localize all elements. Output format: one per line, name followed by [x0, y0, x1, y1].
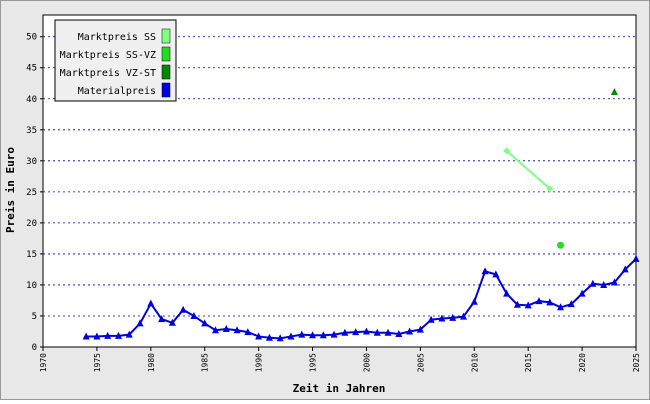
y-tick-label: 15 — [26, 250, 37, 260]
point — [104, 331, 112, 339]
y-tick-label: 5 — [32, 312, 37, 322]
legend-swatch — [161, 46, 171, 62]
legend-swatch — [161, 64, 171, 80]
point — [287, 332, 295, 340]
point — [158, 315, 166, 323]
point — [610, 87, 618, 95]
point — [557, 241, 565, 249]
point — [201, 319, 209, 327]
y-tick-label: 35 — [26, 126, 37, 136]
y-axis-label: Preis in Euro — [4, 147, 17, 233]
point — [600, 280, 608, 288]
point — [513, 300, 521, 308]
point — [125, 330, 133, 338]
point — [557, 303, 565, 311]
point — [481, 267, 489, 275]
x-tick-label: 1980 — [147, 353, 156, 372]
point — [578, 289, 586, 297]
point — [416, 325, 424, 333]
point — [319, 331, 327, 339]
point — [309, 331, 317, 339]
x-tick-label: 1975 — [93, 353, 102, 372]
point — [589, 279, 597, 287]
x-tick-label: 1995 — [309, 353, 318, 372]
point — [265, 333, 273, 341]
y-tick-label: 50 — [26, 33, 37, 43]
point — [233, 326, 241, 334]
point — [276, 334, 284, 342]
point — [567, 300, 575, 308]
point — [244, 328, 252, 336]
y-tick-label: 45 — [26, 64, 37, 74]
point — [190, 311, 198, 319]
point — [406, 327, 414, 335]
x-tick-label: 2020 — [578, 353, 587, 372]
point — [341, 328, 349, 336]
point — [93, 332, 101, 340]
point — [438, 314, 446, 322]
point — [330, 330, 338, 338]
point — [362, 327, 370, 335]
legend-swatch — [161, 28, 171, 44]
x-axis-label: Zeit in Jahren — [293, 382, 386, 395]
point — [298, 330, 306, 338]
x-tick-label: 1990 — [255, 353, 264, 372]
point — [470, 297, 478, 305]
point — [373, 328, 381, 336]
x-tick-label: 2010 — [470, 353, 479, 372]
x-tick-label: 2025 — [632, 353, 641, 372]
legend-label: Marktpreis SS — [78, 32, 156, 43]
point — [352, 328, 360, 336]
point — [179, 305, 187, 313]
x-tick-label: 1970 — [39, 353, 48, 372]
point — [395, 329, 403, 337]
legend-label: Materialpreis — [78, 86, 156, 97]
legend-label: Marktpreis SS-VZ — [60, 50, 156, 61]
point — [255, 332, 263, 340]
point — [168, 318, 176, 326]
y-tick-label: 10 — [26, 281, 37, 291]
y-tick-label: 25 — [26, 188, 37, 198]
x-tick-label: 1985 — [201, 353, 210, 372]
point — [82, 332, 90, 340]
point — [503, 289, 511, 297]
series-line — [505, 150, 551, 190]
x-tick-label: 2000 — [362, 353, 371, 372]
point — [492, 270, 500, 278]
point — [535, 297, 543, 305]
legend-label: Marktpreis VZ-ST — [60, 68, 156, 79]
point — [212, 326, 220, 334]
point — [136, 319, 144, 327]
point — [222, 325, 230, 333]
point — [384, 328, 392, 336]
x-tick-label: 2015 — [524, 353, 533, 372]
point — [427, 315, 435, 323]
y-tick-label: 40 — [26, 95, 37, 105]
series-line — [86, 258, 637, 340]
point — [546, 298, 554, 306]
point — [114, 331, 122, 339]
point — [632, 254, 640, 262]
legend-swatch — [161, 82, 171, 98]
point — [524, 301, 532, 309]
y-tick-label: 30 — [26, 157, 37, 167]
y-tick-label: 20 — [26, 219, 37, 229]
point — [147, 299, 155, 307]
y-tick-label: 0 — [32, 343, 37, 353]
point — [621, 265, 629, 273]
point — [503, 147, 511, 155]
point — [459, 312, 467, 320]
x-tick-label: 2005 — [416, 353, 425, 372]
point — [610, 278, 618, 286]
legend-box — [54, 19, 177, 102]
point — [449, 313, 457, 321]
point — [546, 185, 554, 193]
